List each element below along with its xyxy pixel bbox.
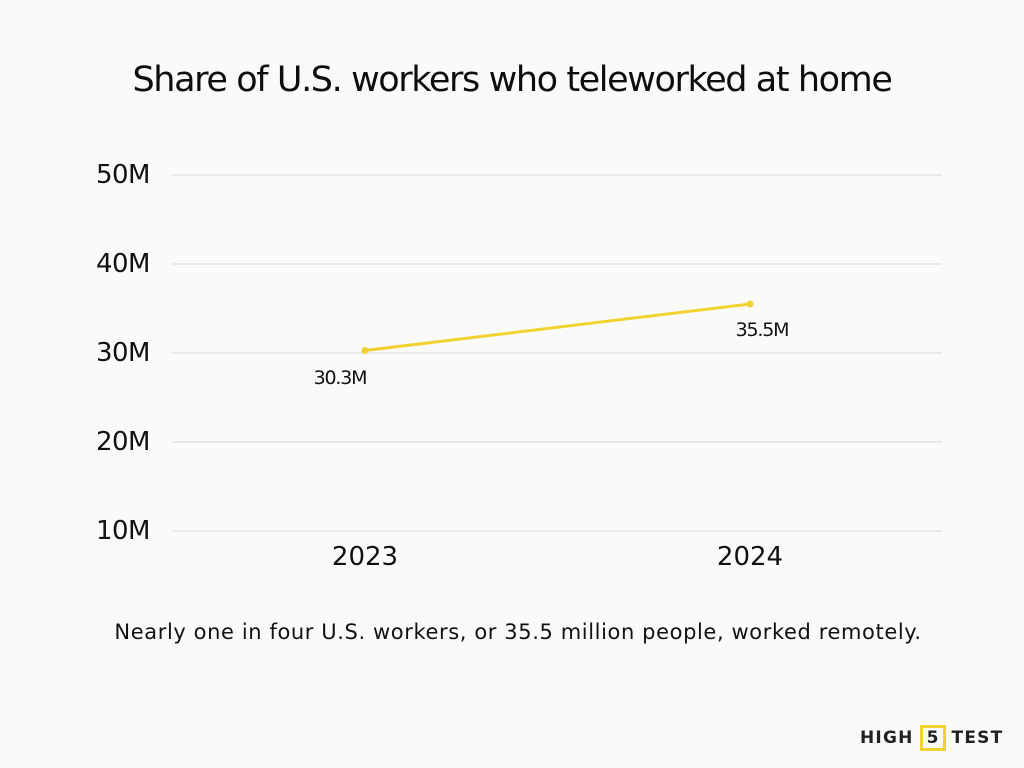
series-line [363, 302, 752, 352]
data-point-2023 [361, 347, 369, 354]
y-tick-label: 20M [95, 427, 151, 457]
x-tick-label: 2024 [716, 542, 784, 572]
chart-plot-area [172, 174, 942, 532]
logo-text-left: HIGH [860, 728, 914, 748]
data-point-2024 [746, 300, 754, 308]
x-tick-label: 2023 [331, 542, 399, 572]
y-tick-label: 10M [95, 516, 151, 546]
line-chart: 50M 40M 30M 20M 10M 2023 2024 30.3M 35.5… [95, 160, 942, 572]
y-tick-label: 30M [95, 338, 151, 368]
brand-logo: HIGH 5 TEST [860, 724, 1003, 752]
gridlines [172, 174, 942, 532]
y-tick-label: 40M [95, 249, 151, 279]
data-label-2024: 35.5M [735, 319, 790, 341]
logo-five-box: 5 [919, 725, 946, 751]
chart-title: Share of U.S. workers who teleworked at … [132, 60, 892, 100]
logo-text-right: TEST [951, 728, 1004, 748]
y-tick-label: 50M [95, 160, 151, 190]
data-label-2023: 30.3M [313, 367, 368, 389]
chart-caption: Nearly one in four U.S. workers, or 35.5… [114, 620, 922, 644]
